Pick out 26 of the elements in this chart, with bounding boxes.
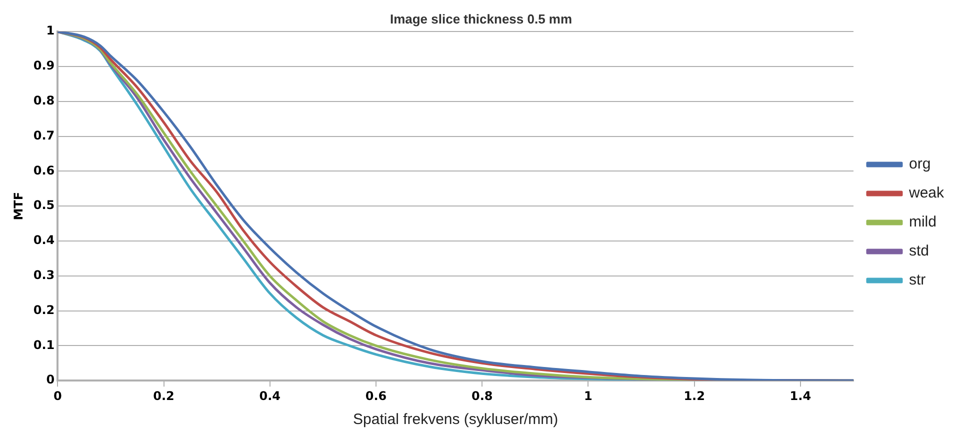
y-tick-label: 0.1 [33, 338, 55, 352]
x-tick-label: 1.4 [790, 388, 812, 403]
y-tick-label: 0.2 [33, 302, 55, 317]
x-tick-label: 1 [584, 388, 592, 403]
chart-title: Image slice thickness 0.5 mm [390, 11, 572, 26]
y-axis-title: MTF [11, 192, 26, 220]
y-tick-label: 0.6 [33, 163, 55, 178]
y-tick-label: 0.8 [33, 94, 55, 108]
y-tick-label: 0.5 [33, 198, 55, 212]
legend-label: str [908, 272, 926, 289]
x-tick-label: 1.2 [684, 388, 705, 403]
y-tick-label: 0 [46, 372, 55, 387]
y-tick-label: 0.9 [33, 58, 55, 73]
x-tick-label: 0.2 [153, 388, 174, 403]
x-tick-label: 0.4 [259, 388, 281, 403]
y-tick-label: 0.4 [33, 233, 55, 248]
legend-label: std [908, 242, 929, 260]
y-tick-label: 0.3 [33, 268, 55, 282]
y-tick-label: 0.7 [33, 128, 55, 142]
y-tick-label: 1 [46, 24, 55, 38]
legend-label: mild [908, 214, 936, 231]
legend-label: org [908, 156, 931, 173]
legend-label: weak [908, 184, 944, 202]
x-tick-label: 0.8 [471, 388, 493, 403]
x-tick-label: 0.6 [365, 388, 387, 403]
x-axis-title: Spatial frekvens (sykluser/mm) [353, 411, 558, 428]
